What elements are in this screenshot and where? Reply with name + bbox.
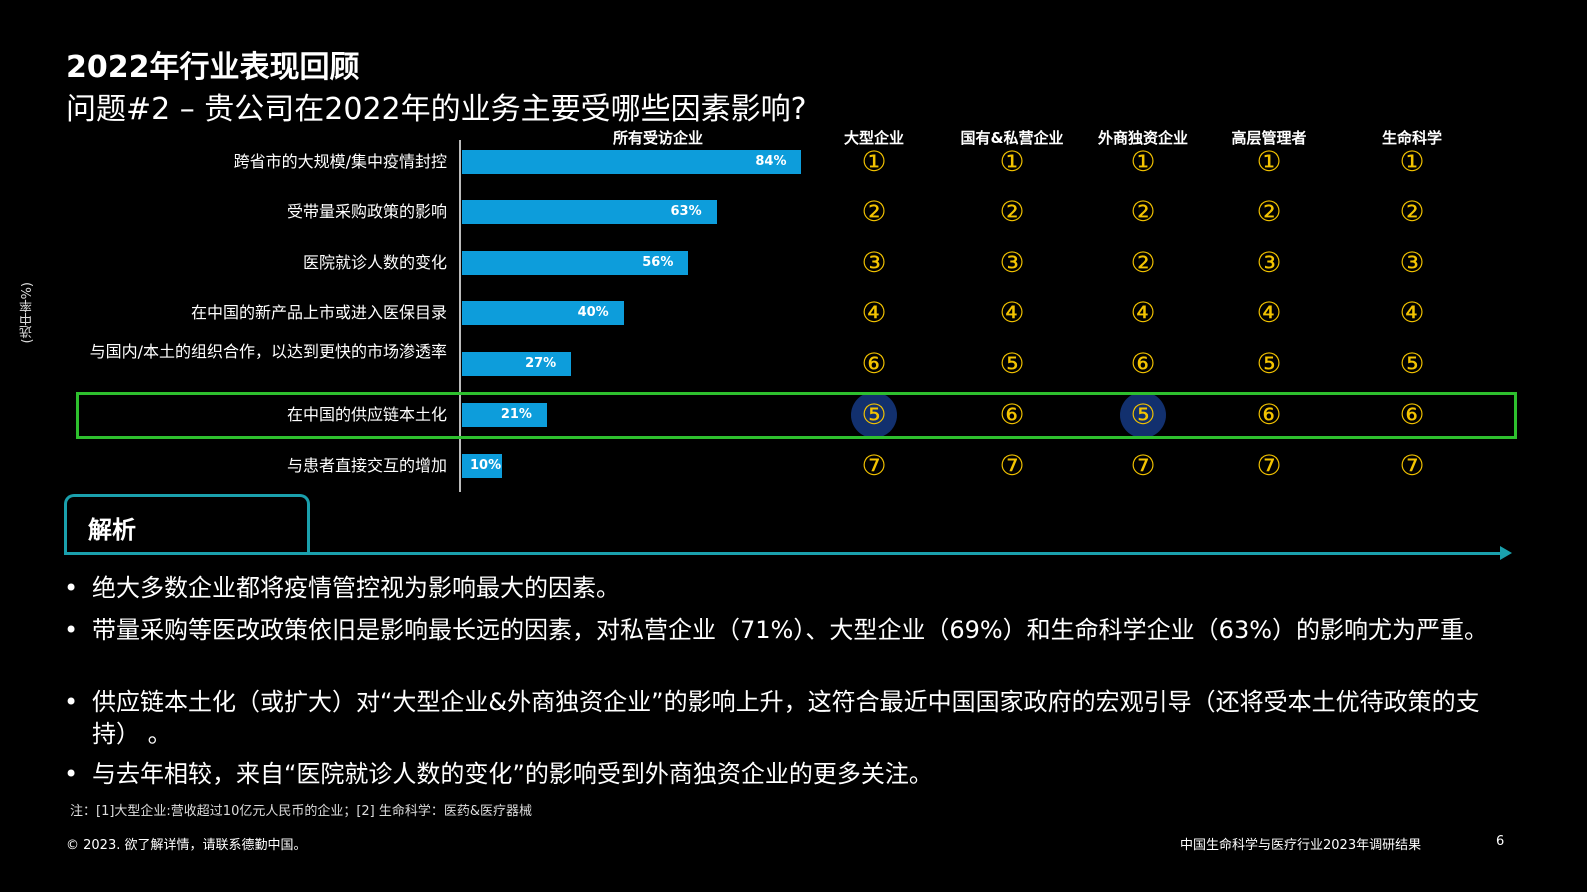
rank-cell: ② (1130, 195, 1156, 228)
rank-cell: ⑦ (861, 449, 887, 482)
bar (462, 454, 503, 478)
analysis-bullet-text: 带量采购等医改政策依旧是影响最长远的因素，对私营企业（71%）、大型企业（69%… (92, 616, 1489, 644)
bar (462, 251, 689, 275)
rank-cell: ⑤ (1256, 347, 1282, 380)
rank-cell: ① (1256, 145, 1282, 178)
category-label: 医院就诊人数的变化 (302, 253, 447, 272)
analysis-bullet: • 绝大多数企业都将疫情管控视为影响最大的因素。 (64, 572, 1524, 604)
rank-cell: ⑤ (851, 392, 897, 438)
rank-column-header: 国有&私营企业 (960, 129, 1064, 147)
analysis-bullet-text: 供应链本土化（或扩大）对“大型企业&外商独资企业”的影响上升，这符合最近中国国家… (92, 688, 1480, 748)
bar-value-label: 27% (525, 356, 557, 371)
rank-cell: ① (861, 145, 887, 178)
bar-value-label: 10% (470, 458, 502, 473)
rank-cell: ④ (861, 296, 887, 329)
bullet-icon: • (64, 688, 79, 716)
rank-cell: ⑦ (1399, 449, 1425, 482)
y-axis-label: (选中率%) (20, 282, 35, 344)
page-title: 2022年行业表现回顾 (66, 50, 360, 85)
bullet-icon: • (64, 616, 79, 644)
page-number: 6 (1496, 834, 1505, 849)
rank-cell: ③ (999, 246, 1025, 279)
rank-column-header: 大型企业 (843, 129, 904, 147)
rank-cell: ② (1130, 246, 1156, 279)
rank-cell: ③ (1256, 246, 1282, 279)
rank-cell: ① (1399, 145, 1425, 178)
analysis-bullet: • 与去年相较，来自“医院就诊人数的变化”的影响受到外商独资企业的更多关注。 (64, 758, 1524, 790)
rank-cell: ⑥ (1399, 398, 1425, 431)
bar-value-label: 56% (642, 255, 674, 270)
rank-cell: ⑤ (1399, 347, 1425, 380)
rank-cell: ② (861, 195, 887, 228)
bar (462, 352, 572, 376)
rank-cell: ② (999, 195, 1025, 228)
rank-cell: ⑦ (999, 449, 1025, 482)
analysis-bullet: • 供应链本土化（或扩大）对“大型企业&外商独资企业”的影响上升，这符合最近中国… (64, 686, 1524, 750)
highlight-box (76, 392, 1517, 439)
category-label: 受带量采购政策的影响 (286, 202, 447, 221)
analysis-title: 解析 (88, 516, 136, 544)
bar-value-label: 63% (670, 204, 702, 219)
page-subtitle: 问题#2 – 贵公司在2022年的业务主要受哪些因素影响? (66, 92, 807, 127)
bar (462, 403, 547, 427)
rank-column-header: 外商独资企业 (1097, 129, 1188, 147)
category-label: 与患者直接交互的增加 (286, 456, 447, 475)
rank-cell: ⑥ (1130, 347, 1156, 380)
rank-cell: ② (1256, 195, 1282, 228)
rank-cell: ① (1130, 145, 1156, 178)
report-title: 中国生命科学与医疗行业2023年调研结果 (1180, 838, 1422, 853)
category-label: 跨省市的大规模/集中疫情封控 (233, 152, 447, 171)
analysis-divider (64, 552, 1504, 555)
rank-cell: ② (1399, 195, 1425, 228)
rank-cell: ④ (1130, 296, 1156, 329)
bar-value-label: 40% (577, 305, 609, 320)
rank-cell: ③ (861, 246, 887, 279)
rank-cell: ④ (1399, 296, 1425, 329)
rank-cell: ⑦ (1130, 449, 1156, 482)
footnote: 注：[1]大型企业:营收超过10亿元人民币的企业；[2] 生命科学：医药&医疗器… (70, 804, 533, 819)
analysis-tab (64, 494, 310, 554)
rank-cell: ④ (1256, 296, 1282, 329)
rank-column-header: 生命科学 (1381, 129, 1442, 147)
rank-cell: ③ (1399, 246, 1425, 279)
bar-value-label: 21% (500, 407, 532, 422)
chart-axis-line (459, 140, 461, 492)
rank-cell: ④ (999, 296, 1025, 329)
rank-column-header: 高层管理者 (1231, 129, 1307, 147)
category-label: 在中国的新产品上市或进入医保目录 (190, 303, 447, 322)
category-label: 在中国的供应链本土化 (286, 405, 447, 424)
bullet-icon: • (64, 760, 79, 788)
rank-cell: ⑥ (1256, 398, 1282, 431)
analysis-bullet: • 带量采购等医改政策依旧是影响最长远的因素，对私营企业（71%）、大型企业（6… (64, 614, 1524, 646)
bar (462, 301, 624, 325)
series-header: 所有受访企业 (612, 129, 703, 147)
arrow-right-icon (1500, 546, 1512, 560)
bar (462, 150, 802, 174)
analysis-bullet-text: 与去年相较，来自“医院就诊人数的变化”的影响受到外商独资企业的更多关注。 (92, 760, 933, 788)
rank-cell: ⑥ (861, 347, 887, 380)
category-label: 与国内/本土的组织合作，以达到更快的市场渗透率 (89, 342, 447, 361)
bullet-icon: • (64, 574, 79, 602)
copyright: © 2023. 欲了解详情，请联系德勤中国。 (66, 838, 307, 853)
rank-cell: ⑦ (1256, 449, 1282, 482)
bar (462, 200, 717, 224)
analysis-bullet-text: 绝大多数企业都将疫情管控视为影响最大的因素。 (92, 574, 620, 602)
rank-cell: ⑥ (999, 398, 1025, 431)
rank-cell: ① (999, 145, 1025, 178)
bar-value-label: 84% (755, 154, 787, 169)
rank-cell: ⑤ (999, 347, 1025, 380)
rank-cell: ⑤ (1120, 392, 1166, 438)
